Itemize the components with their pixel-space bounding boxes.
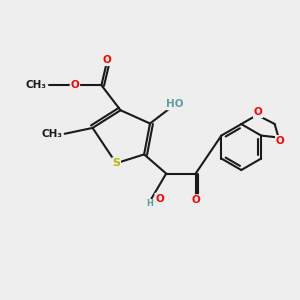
- Text: O: O: [254, 107, 262, 117]
- Text: H: H: [147, 200, 153, 208]
- Text: HO: HO: [166, 99, 184, 110]
- Text: O: O: [276, 136, 285, 146]
- Text: O: O: [155, 194, 164, 204]
- Text: O: O: [103, 55, 112, 65]
- Text: S: S: [112, 158, 120, 168]
- Text: O: O: [191, 195, 200, 205]
- Text: O: O: [70, 80, 79, 90]
- Text: CH₃: CH₃: [41, 129, 62, 139]
- Text: CH₃: CH₃: [26, 80, 47, 90]
